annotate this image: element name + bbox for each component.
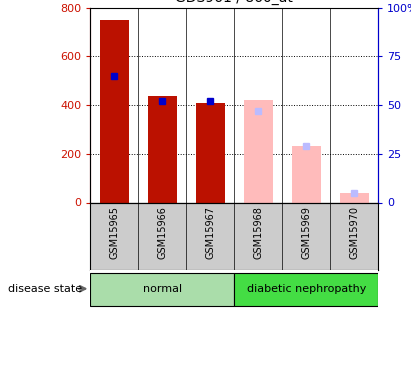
Bar — [196, 103, 225, 202]
Text: GSM15969: GSM15969 — [301, 206, 311, 259]
FancyBboxPatch shape — [76, 328, 87, 332]
Text: rank, Detection Call = ABSENT: rank, Detection Call = ABSENT — [91, 351, 241, 361]
Bar — [292, 147, 321, 202]
Text: GSM15967: GSM15967 — [206, 206, 215, 259]
Text: value, Detection Call = ABSENT: value, Detection Call = ABSENT — [91, 338, 246, 348]
Bar — [100, 20, 129, 203]
Text: percentile rank within the sample: percentile rank within the sample — [91, 325, 256, 335]
FancyBboxPatch shape — [76, 341, 87, 345]
Text: normal: normal — [143, 284, 182, 294]
Text: diabetic nephropathy: diabetic nephropathy — [247, 284, 366, 294]
Text: GSM15968: GSM15968 — [253, 206, 263, 259]
Bar — [148, 96, 177, 202]
FancyBboxPatch shape — [234, 273, 378, 306]
Bar — [244, 100, 272, 202]
Text: disease state: disease state — [8, 284, 82, 294]
FancyBboxPatch shape — [90, 273, 234, 306]
Title: GDS961 / 860_at: GDS961 / 860_at — [175, 0, 293, 5]
Text: GSM15970: GSM15970 — [349, 206, 359, 259]
FancyBboxPatch shape — [76, 354, 87, 358]
FancyBboxPatch shape — [76, 315, 87, 318]
Text: count: count — [91, 312, 118, 321]
Bar — [340, 193, 369, 202]
Text: GSM15966: GSM15966 — [157, 206, 167, 259]
Text: GSM15965: GSM15965 — [109, 206, 119, 259]
